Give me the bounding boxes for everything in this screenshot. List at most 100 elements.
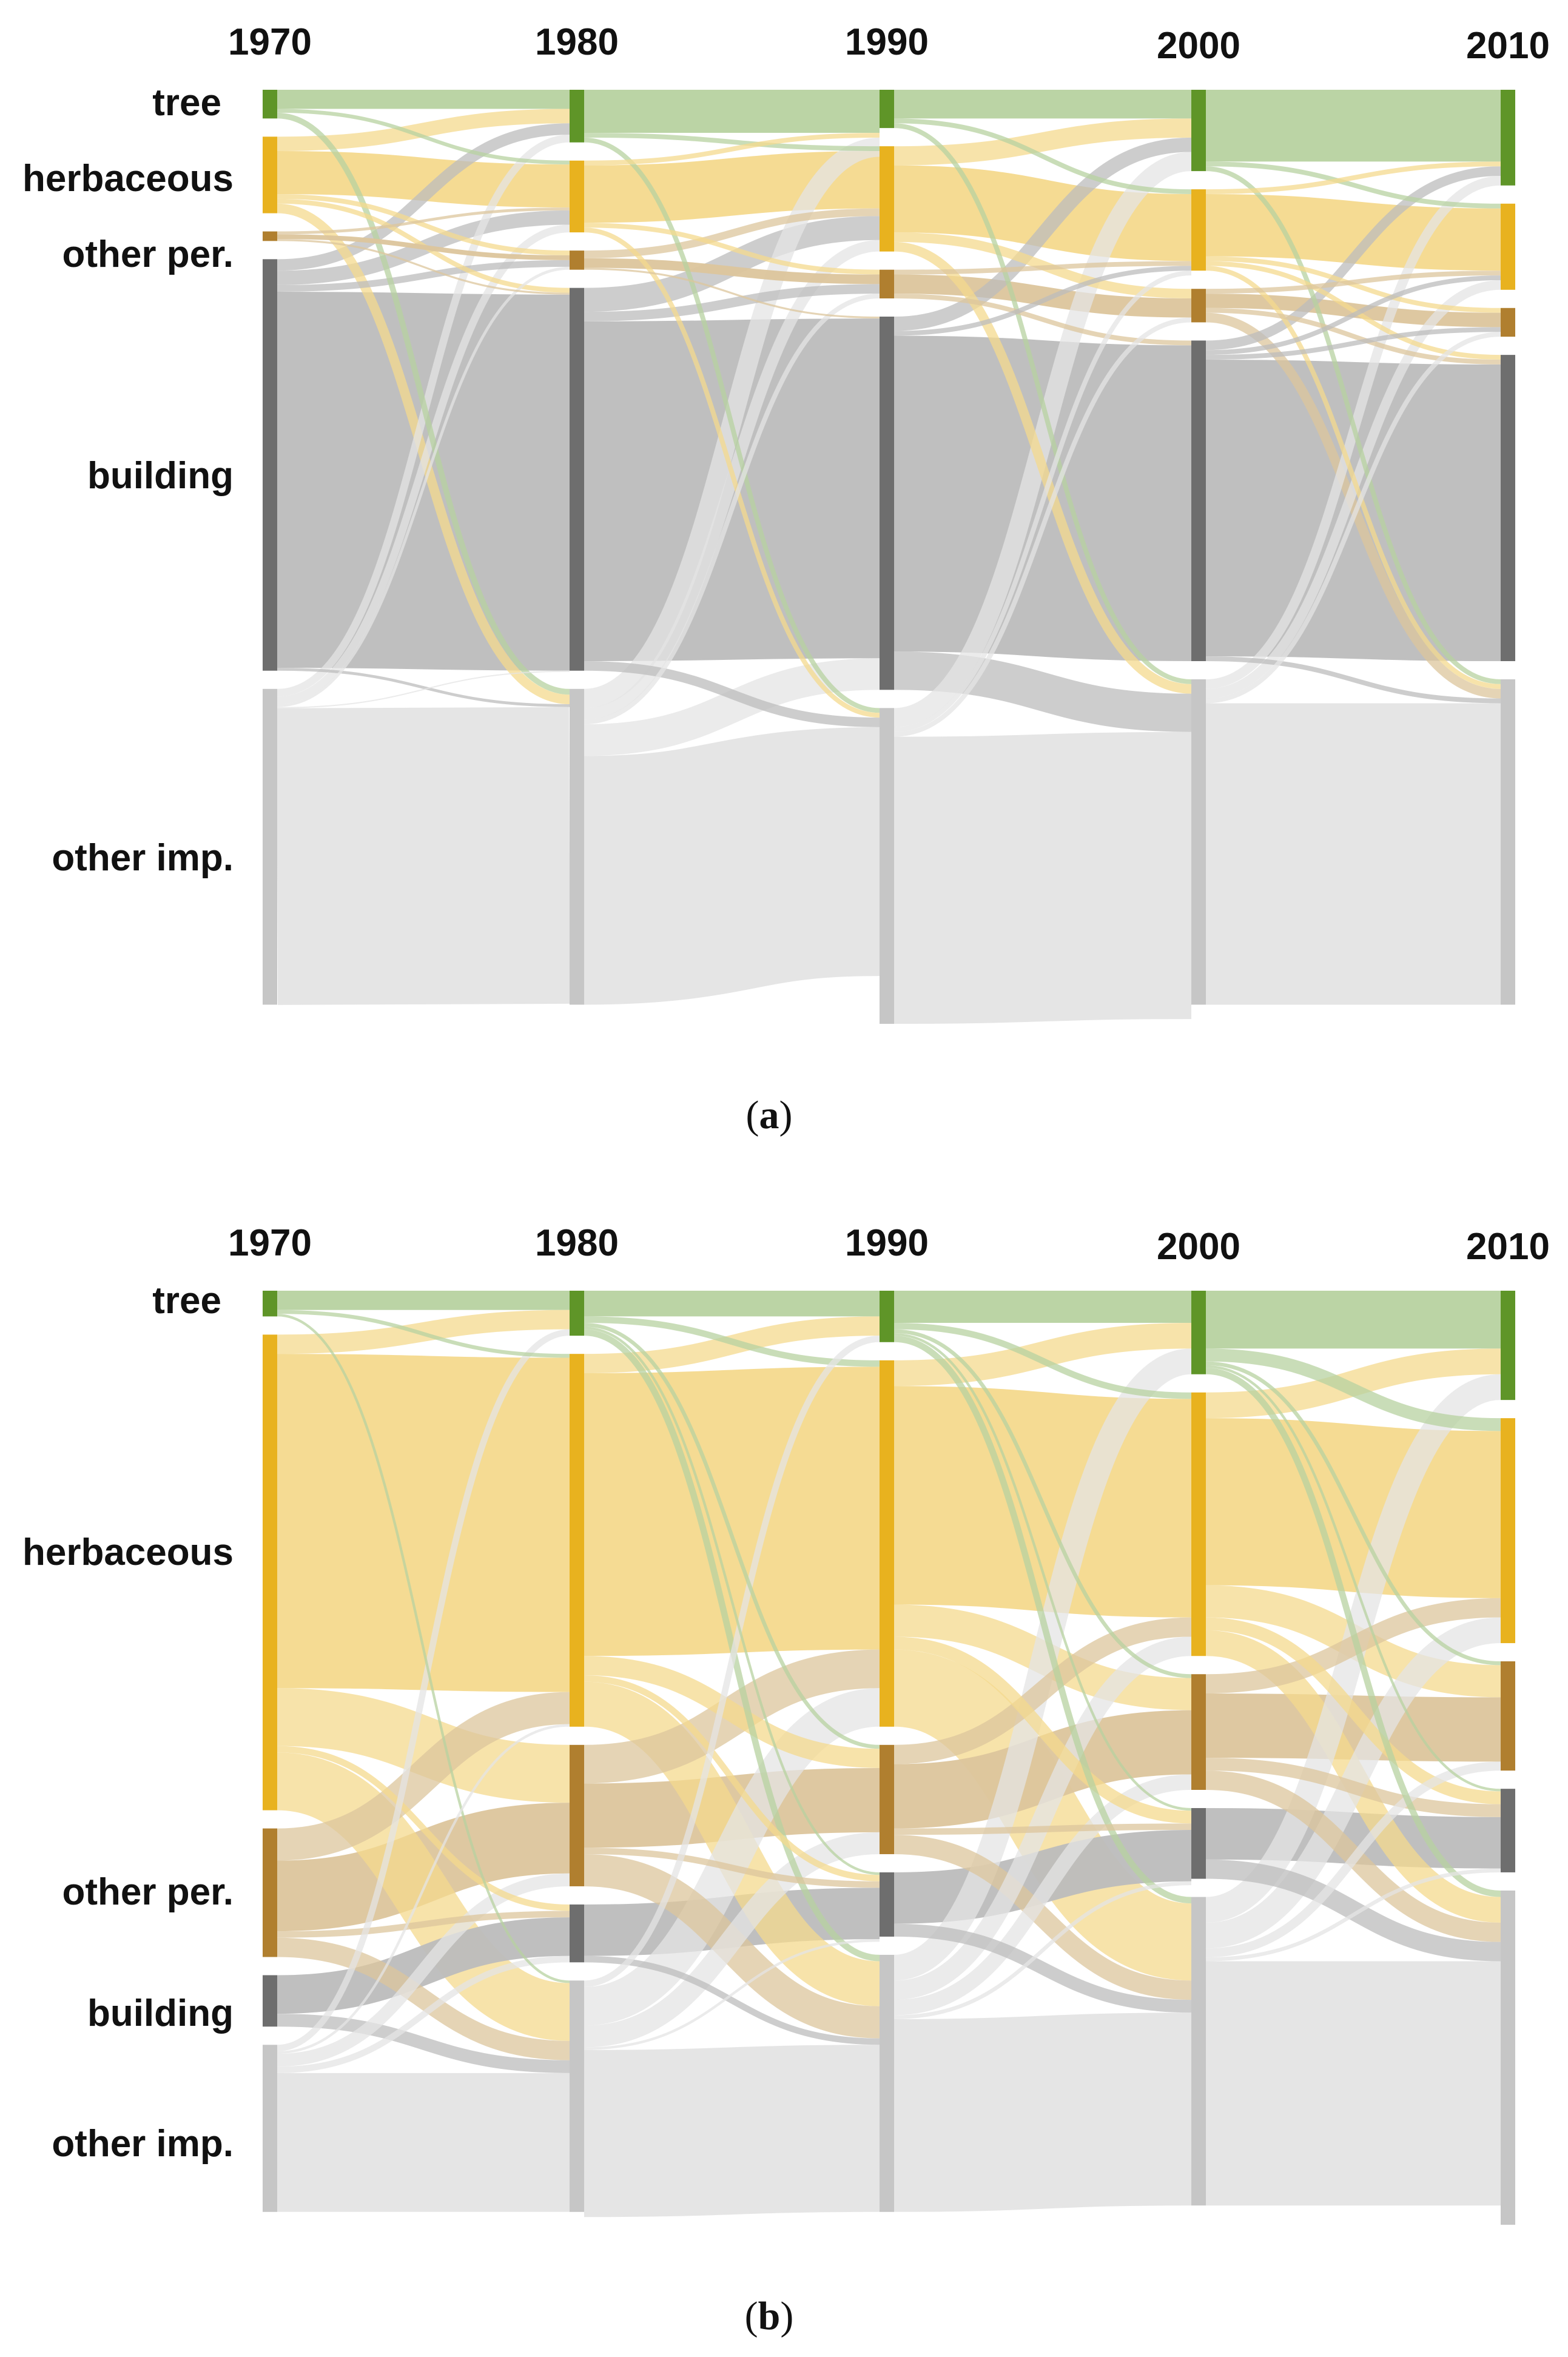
panel-b-nodes [263,1291,1515,2225]
flow-1980-tree-to-herbaceous [584,1316,880,1367]
year-label-1980: 1980 [535,21,619,63]
panel-a-category-labels: tree herbaceous other per. building othe… [22,82,234,879]
node-1990-other-per [880,269,894,298]
flow-2000-other-per-to-herbaceous [1205,271,1501,294]
flow-1990-tree-to-herbaceous [893,1322,1192,1399]
flow-1990-other-imp-to-other-per [893,317,1192,737]
category-label-other-per: other per. [62,1871,234,1913]
flow-1990-tree-to-herbaceous [893,118,1192,195]
flow-1990-tree-to-other-imp [893,123,1192,684]
panel-b-caption: (b) [745,2294,794,2338]
flow-2000-other-per-to-herbaceous [1205,1598,1501,1694]
flow-1980-other-imp-to-building [584,1939,880,2050]
node-1970-tree [263,1291,277,1317]
flow-1970-building-to-other-per [277,260,570,292]
flow-2000-building-to-tree [1205,166,1501,351]
flow-2000-other-imp-to-building [1205,1868,1501,1962]
panel-b-caption-open: ( [745,2294,758,2338]
flow-2000-tree-to-herbaceous [1205,161,1501,209]
flow-1970-tree-to-other-imp [277,1314,570,1983]
flow-1970-other-per-to-herbaceous [277,1692,570,1861]
flow-1980-building-to-other-imp [584,1955,880,2045]
year-label-2010: 2010 [1466,25,1550,67]
node-1980-other-per [570,1744,584,1886]
panel-b-caption-close: ) [780,2294,793,2338]
panel-b-caption-letter: b [758,2294,781,2338]
year-label-2000: 2000 [1157,25,1240,67]
category-label-other-imp: other imp. [52,837,234,879]
flow-1970-other-imp-to-herbaceous [277,1724,570,2054]
flow-2000-other-per-to-other-per [1205,1693,1501,1762]
year-label-1980: 1980 [535,1222,619,1264]
flow-2000-other-imp-to-other-per [1205,1761,1501,1958]
node-2010-other-imp [1501,1890,1515,2225]
panel-b-category-labels: tree herbaceous other per. building othe… [22,1280,234,2165]
flow-1980-tree-to-other-per [584,1322,880,1749]
node-2010-other-per [1501,1661,1515,1771]
node-1970-herbaceous [263,1334,277,1811]
node-2000-building [1191,1807,1206,1879]
flow-1970-building-to-other-imp [277,2014,570,2073]
flow-1970-tree-to-herbaceous [277,109,570,165]
flow-2000-building-to-other-per [1205,327,1501,360]
node-2010-tree [1501,1291,1515,1400]
flow-1970-other-imp-to-other-per [277,1873,570,2067]
category-label-herbaceous: herbaceous [22,1532,234,1573]
flow-1990-other-imp-to-other-imp [893,731,1192,1024]
flow-1970-other-per-to-building [277,1911,570,1938]
year-label-1990: 1990 [845,1222,929,1264]
node-2000-other-imp [1191,679,1206,1005]
flow-1980-herbaceous-to-building [584,1675,880,1881]
node-1990-herbaceous [880,1360,894,1727]
flow-1980-tree-to-herbaceous [584,132,880,152]
flow-2000-herbaceous-to-tree [1205,161,1501,195]
flow-1980-other-per-to-building [584,1848,880,1888]
flow-2000-tree-to-other-imp [1205,1368,1501,1897]
flow-1970-other-imp-to-building [277,1955,570,2073]
node-1980-herbaceous [570,1354,584,1727]
node-2010-tree [1501,90,1515,186]
flow-2000-tree-to-herbaceous [1205,1348,1501,1431]
node-2010-herbaceous [1501,1418,1515,1644]
year-label-2000: 2000 [1157,1226,1240,1268]
node-1990-herbaceous [880,146,894,252]
flow-1970-other-imp-to-tree [277,1329,570,2051]
flow-1970-tree-to-other-imp [277,112,570,695]
year-label-1990: 1990 [845,21,929,63]
node-1970-building [263,259,277,671]
flow-1980-other-per-to-building [584,267,880,319]
flow-1980-herbaceous-to-other-per [584,1656,880,1768]
flow-1970-other-per-to-building [277,239,570,295]
flow-1980-other-imp-to-other-per [584,294,880,725]
category-label-other-imp: other imp. [52,2123,234,2165]
panel-a-nodes [263,90,1515,1024]
flow-1970-other-imp-to-other-imp [277,707,570,1005]
flow-1980-building-to-herbaceous [584,216,880,312]
node-1990-tree [880,1291,894,1342]
flow-1990-building-to-other-imp [893,651,1192,732]
flow-1990-other-per-to-other-per [893,274,1192,318]
flow-1980-tree-to-other-imp [584,1329,880,1962]
node-1990-other-imp [880,1954,894,2212]
flow-1990-other-imp-to-building [893,1881,1192,2019]
flow-2000-building-to-building [1205,1807,1501,1869]
flow-1990-other-imp-to-other-imp [893,2012,1192,2212]
flow-1990-other-per-to-herbaceous [893,1617,1192,1764]
year-label-2010: 2010 [1466,1226,1550,1268]
node-2000-other-per [1191,1674,1206,1790]
flow-1980-herbaceous-to-other-imp [584,227,880,718]
node-2000-tree [1191,90,1206,172]
node-2010-herbaceous [1501,203,1515,290]
node-2000-herbaceous [1191,1392,1206,1656]
flow-2000-building-to-herbaceous [1205,275,1501,355]
node-1970-building [263,1975,277,2027]
year-label-1970: 1970 [228,21,312,63]
node-1980-other-imp [570,688,584,1005]
flow-1970-other-per-to-herbaceous [277,207,570,235]
flow-2000-herbaceous-to-herbaceous [1205,1418,1501,1598]
flow-2000-tree-to-building [1205,1365,1501,1792]
flow-1980-tree-to-other-imp [584,137,880,713]
flow-1990-other-imp-to-herbaceous [893,1636,1192,2000]
node-1970-other-per [263,231,277,241]
